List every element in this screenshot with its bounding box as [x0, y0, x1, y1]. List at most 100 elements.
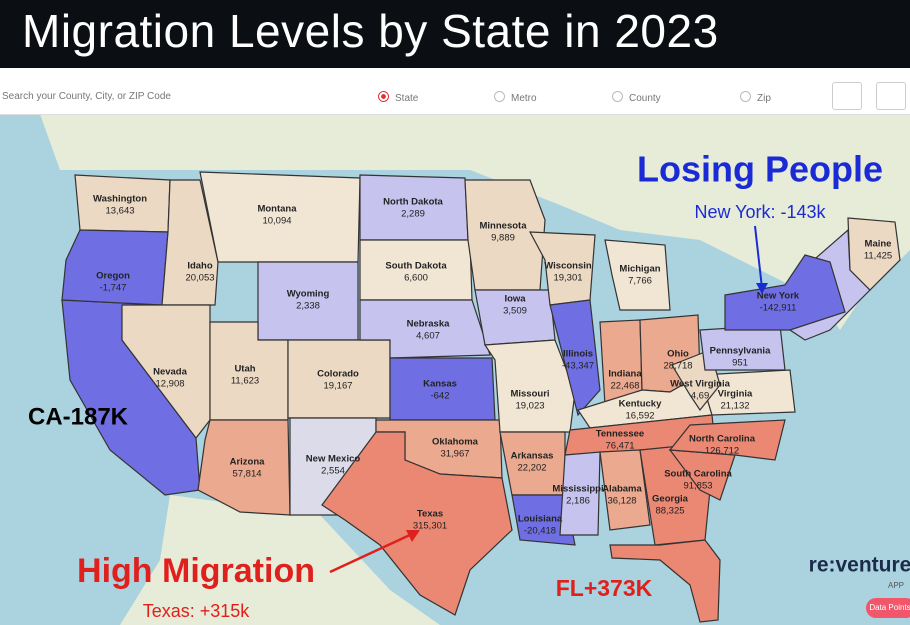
arrowhead — [756, 283, 768, 294]
state-shape — [724, 254, 846, 331]
state-name: Tennessee — [596, 429, 644, 440]
state-value: 4,69 — [691, 391, 710, 402]
state-value: 36,128 — [607, 496, 636, 507]
state-shape — [847, 217, 901, 291]
state-value: -642 — [430, 391, 449, 402]
state-value: 10,094 — [262, 216, 291, 227]
state-name: Wyoming — [287, 289, 330, 300]
state-shape — [321, 431, 513, 616]
state-value: 91,853 — [683, 481, 712, 492]
toggle-label: County — [629, 93, 661, 104]
filter-button[interactable] — [876, 82, 906, 110]
state-value: 57,814 — [232, 469, 261, 480]
state-value: 951 — [732, 358, 748, 369]
state-name: South Dakota — [385, 261, 447, 272]
state-value: 315,301 — [413, 521, 447, 532]
toggle[interactable]: County — [612, 91, 661, 104]
arrowhead — [406, 530, 420, 542]
search-input[interactable]: Search your County, City, or ZIP Code — [2, 91, 171, 102]
brand: re:venture — [809, 554, 910, 577]
brand-sub: APP — [888, 581, 904, 590]
arrow — [329, 532, 413, 574]
state-name: Nebraska — [407, 319, 450, 330]
state-value: 19,167 — [323, 381, 352, 392]
state-name: Pennsylvania — [710, 346, 771, 357]
state-value: 13,643 — [105, 206, 134, 217]
title: Migration Levels by State in 2023 — [22, 5, 719, 57]
annotation: Losing People — [637, 149, 883, 190]
state-value: 22,202 — [517, 463, 546, 474]
state-value: 2,554 — [321, 466, 345, 477]
mexico — [120, 495, 440, 625]
state-name: Alabama — [602, 484, 642, 495]
states — [61, 171, 901, 623]
annotation: High Migration — [77, 552, 315, 590]
state-name: Idaho — [187, 261, 213, 272]
state-value: 19,023 — [515, 401, 544, 412]
state-name: Washington — [93, 194, 147, 205]
state-value: -142,911 — [760, 303, 797, 314]
state-value: 88,325 — [655, 506, 684, 517]
state-name: New Mexico — [306, 454, 361, 465]
canada — [0, 114, 910, 330]
state-value: 11,623 — [231, 376, 259, 387]
state-value: 3,509 — [503, 306, 527, 317]
state-name: Mississippi — [552, 484, 603, 495]
state-name: Arkansas — [511, 451, 554, 462]
state-value: 2,289 — [401, 209, 425, 220]
state-name: South Carolina — [664, 469, 732, 480]
state-name: Oklahoma — [432, 437, 479, 448]
state-value: -43,347 — [562, 361, 594, 372]
toggle-label: Zip — [757, 93, 771, 104]
state-shape — [559, 451, 601, 536]
state-value: 12,908 — [155, 379, 184, 390]
state-shape — [699, 369, 796, 416]
state-name: West Virginia — [670, 379, 731, 390]
state-name: Colorado — [317, 369, 359, 380]
state-name: Kansas — [423, 379, 457, 390]
toggle[interactable]: Metro — [494, 91, 537, 104]
state-value: -20,418 — [524, 526, 556, 537]
toggle[interactable]: Zip — [740, 91, 771, 104]
toggle[interactable]: State — [378, 91, 418, 104]
state-value: -1,747 — [100, 283, 127, 294]
state-shape — [121, 304, 211, 439]
state-shape — [61, 229, 169, 306]
state-name: Minnesota — [480, 221, 528, 232]
state-value: 22,468 — [610, 381, 639, 392]
button-label[interactable]: Data Points — [869, 603, 910, 612]
state-shape — [599, 449, 651, 531]
state-name: North Carolina — [689, 434, 756, 445]
annotation: New York: -143k — [694, 202, 826, 222]
title-bar: Migration Levels by State in 2023 — [0, 0, 910, 68]
state-name: Montana — [257, 204, 297, 215]
share-button[interactable] — [832, 82, 862, 110]
state-value: 19,301 — [553, 273, 582, 284]
state-name: Louisiana — [518, 514, 563, 525]
state-value: 20,053 — [185, 273, 214, 284]
state-value: 31,967 — [440, 449, 469, 460]
state-name: Indiana — [608, 369, 642, 380]
data-points-button[interactable] — [866, 598, 910, 618]
state-value: 28,718 — [663, 361, 692, 372]
state-name: Wisconsin — [544, 261, 592, 272]
state-name: Maine — [865, 239, 892, 250]
state-name: Michigan — [619, 264, 660, 275]
state-value: 11,425 — [864, 251, 892, 262]
state-shape — [668, 419, 786, 461]
state-value: 2,186 — [566, 496, 590, 507]
state-shape — [609, 539, 721, 623]
state-value: 4,607 — [416, 331, 440, 342]
state-value: 76,471 — [605, 441, 634, 452]
state-value: 16,592 — [625, 411, 654, 422]
state-value: 126,712 — [705, 446, 739, 457]
state-shape — [161, 179, 219, 306]
annotation: CA-187K — [28, 403, 129, 430]
annotation: Texas: +315k — [143, 601, 251, 621]
state-name: Utah — [234, 364, 255, 375]
state-value: 2,338 — [296, 301, 320, 312]
state-name: Missouri — [510, 389, 549, 400]
search-bar: Search your County, City, or ZIP Code St… — [0, 78, 910, 115]
state-name: Illinois — [563, 349, 593, 360]
